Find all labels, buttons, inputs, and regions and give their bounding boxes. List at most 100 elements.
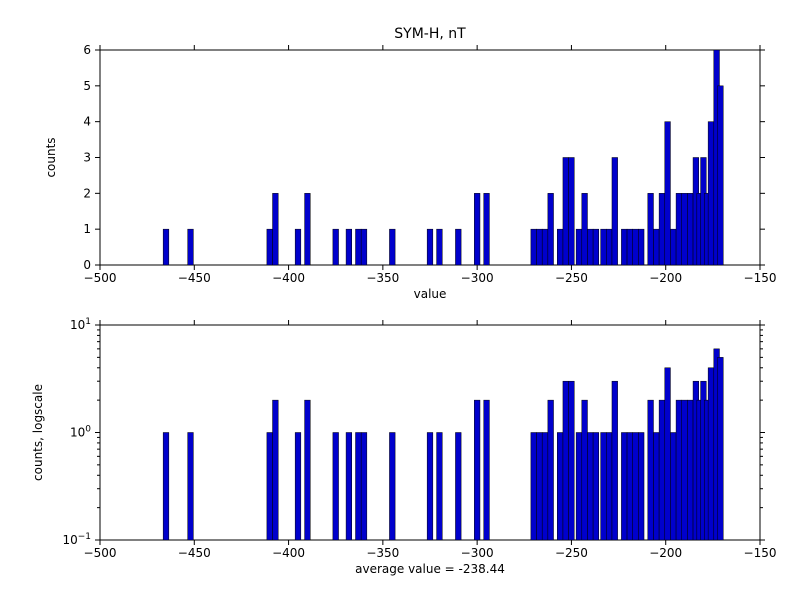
ytick-label: 1 [83, 222, 91, 236]
ytick-label: 3 [83, 151, 91, 165]
bar [687, 193, 693, 265]
xtick-label: −350 [366, 271, 399, 285]
bar [587, 433, 593, 541]
bar [653, 229, 659, 265]
bar [601, 433, 607, 541]
bar [163, 229, 169, 265]
bar [389, 229, 395, 265]
bar [648, 193, 654, 265]
xtick-label: −150 [744, 271, 777, 285]
bar [295, 433, 301, 541]
bar [648, 400, 654, 540]
bar [612, 381, 618, 540]
ytick-label: 6 [83, 43, 91, 57]
bar [606, 433, 612, 541]
bar [273, 193, 279, 265]
bar [670, 433, 676, 541]
bar [273, 400, 279, 540]
bar [653, 433, 659, 541]
bar [356, 433, 362, 541]
bar [659, 193, 665, 265]
bar [474, 400, 480, 540]
bar [621, 229, 627, 265]
bar [361, 229, 367, 265]
bar [163, 433, 169, 541]
bar [427, 433, 433, 541]
bar [627, 229, 633, 265]
bar [563, 158, 569, 266]
ytick-label: 100 [70, 425, 91, 440]
bar [682, 193, 688, 265]
bar [582, 400, 588, 540]
ytick-label: 5 [83, 79, 91, 93]
bar [305, 400, 311, 540]
xtick-label: −300 [461, 546, 494, 560]
bar [557, 433, 563, 541]
bar [531, 229, 537, 265]
xtick-label: −500 [84, 546, 117, 560]
bar [455, 433, 461, 541]
bar [548, 193, 554, 265]
bar [612, 158, 618, 266]
bar [718, 86, 724, 265]
bar [682, 400, 688, 540]
bar [563, 381, 569, 540]
bar [389, 433, 395, 541]
xtick-label: −200 [649, 271, 682, 285]
bar [537, 433, 543, 541]
chart-title: SYM-H, nT [394, 26, 466, 42]
bar [576, 433, 582, 541]
xtick-label: −250 [555, 271, 588, 285]
bar [542, 229, 548, 265]
bar [665, 368, 671, 540]
ytick-label: 2 [83, 186, 91, 200]
bar [718, 357, 724, 540]
ylabel-top: counts [44, 137, 58, 177]
bar [708, 122, 714, 265]
bar [670, 229, 676, 265]
bar [606, 229, 612, 265]
bar [427, 229, 433, 265]
bar [361, 433, 367, 541]
bar [676, 193, 682, 265]
bar [188, 229, 194, 265]
top-panel: −500−450−400−350−300−250−200−1500123456v… [44, 43, 776, 301]
bar [627, 433, 633, 541]
bar [537, 229, 543, 265]
bar [548, 400, 554, 540]
xlabel-bottom: average value = -238.44 [355, 562, 505, 576]
bar [582, 193, 588, 265]
bar [601, 229, 607, 265]
xtick-label: −200 [649, 546, 682, 560]
bar [569, 158, 575, 266]
xtick-label: −250 [555, 546, 588, 560]
bar [638, 433, 644, 541]
bar [305, 193, 311, 265]
bar [633, 433, 639, 541]
bar [633, 229, 639, 265]
xtick-label: −300 [461, 271, 494, 285]
bar [333, 229, 339, 265]
bar [587, 229, 593, 265]
bar [455, 229, 461, 265]
xtick-label: −400 [272, 546, 305, 560]
bar [295, 229, 301, 265]
ytick-label: 4 [83, 115, 91, 129]
xtick-label: −500 [84, 271, 117, 285]
bar [676, 400, 682, 540]
xtick-label: −450 [178, 546, 211, 560]
bar [531, 433, 537, 541]
bar [346, 229, 352, 265]
bar [267, 433, 273, 541]
bar [557, 229, 563, 265]
bar [659, 400, 665, 540]
ytick-label: 101 [70, 317, 91, 332]
xtick-label: −450 [178, 271, 211, 285]
bar [267, 229, 273, 265]
bar [356, 229, 362, 265]
bar [638, 229, 644, 265]
bar [188, 433, 194, 541]
bar [333, 433, 339, 541]
xtick-label: −150 [744, 546, 777, 560]
bar [474, 193, 480, 265]
